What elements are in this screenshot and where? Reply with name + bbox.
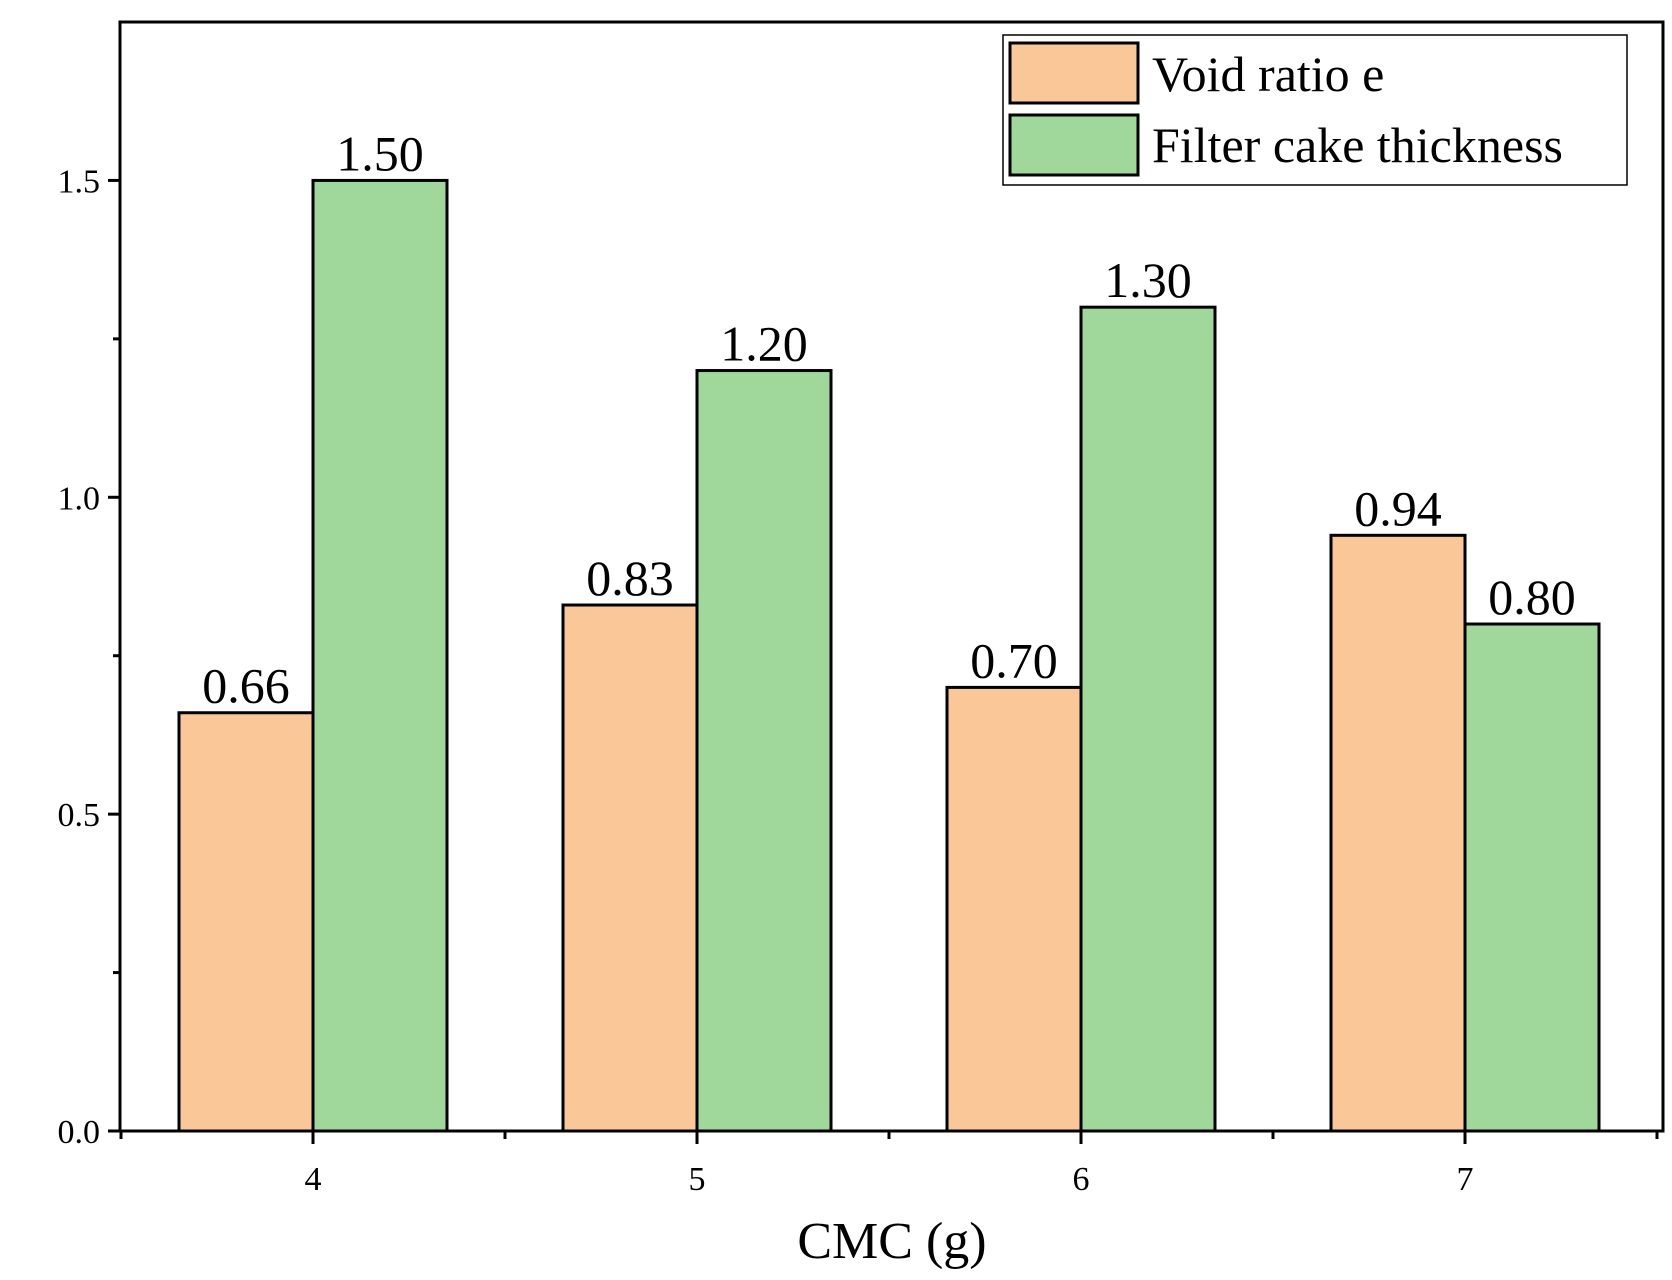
legend-swatch-void-ratio bbox=[1008, 41, 1140, 105]
data-label-void-ratio-5: 0.83 bbox=[586, 550, 674, 606]
bar-filter-cake-thickness-7 bbox=[1463, 622, 1601, 1133]
x-tick-label: 7 bbox=[1457, 1161, 1474, 1198]
x-axis: 4 5 6 7 bbox=[119, 1131, 1659, 1198]
x-tick-label: 4 bbox=[305, 1161, 322, 1198]
legend: Void ratio e Filter cake thickness bbox=[1002, 34, 1628, 186]
bar-void-ratio-4 bbox=[177, 711, 315, 1133]
data-labels-group: 0.66 0.83 0.70 0.94 1.50 1.20 1.30 0.80 bbox=[202, 125, 1576, 713]
plot-frame bbox=[118, 20, 1665, 1133]
bar-void-ratio-6 bbox=[945, 685, 1083, 1133]
bars-group bbox=[177, 178, 1601, 1133]
bar-void-ratio-5 bbox=[561, 603, 699, 1133]
data-label-filter-cake-thickness-6: 1.30 bbox=[1104, 252, 1192, 308]
y-tick-label: 1.5 bbox=[58, 163, 101, 200]
y-tick-label: 1.0 bbox=[58, 480, 101, 517]
bar-filter-cake-thickness-4 bbox=[311, 178, 449, 1133]
legend-swatch-filter-cake-thickness bbox=[1008, 113, 1140, 177]
bar-filter-cake-thickness-6 bbox=[1079, 305, 1217, 1133]
data-label-filter-cake-thickness-7: 0.80 bbox=[1488, 569, 1576, 625]
data-label-void-ratio-7: 0.94 bbox=[1354, 480, 1442, 536]
y-tick-label: 0.0 bbox=[58, 1114, 101, 1151]
legend-label-void-ratio: Void ratio e bbox=[1152, 46, 1384, 102]
x-tick-label: 5 bbox=[689, 1161, 706, 1198]
legend-label-filter-cake-thickness: Filter cake thickness bbox=[1152, 117, 1563, 173]
y-axis: 0.0 0.5 1.0 1.5 bbox=[58, 163, 120, 1151]
x-axis-title: CMC (g) bbox=[797, 1213, 986, 1270]
bar-void-ratio-7 bbox=[1329, 533, 1467, 1133]
data-label-filter-cake-thickness-5: 1.20 bbox=[720, 316, 808, 372]
bar-filter-cake-thickness-5 bbox=[695, 369, 833, 1133]
data-label-void-ratio-4: 0.66 bbox=[202, 658, 290, 714]
y-tick-label: 0.5 bbox=[58, 797, 101, 834]
data-label-void-ratio-6: 0.70 bbox=[970, 632, 1058, 688]
x-tick-label: 6 bbox=[1073, 1161, 1090, 1198]
data-label-filter-cake-thickness-4: 1.50 bbox=[336, 125, 424, 181]
